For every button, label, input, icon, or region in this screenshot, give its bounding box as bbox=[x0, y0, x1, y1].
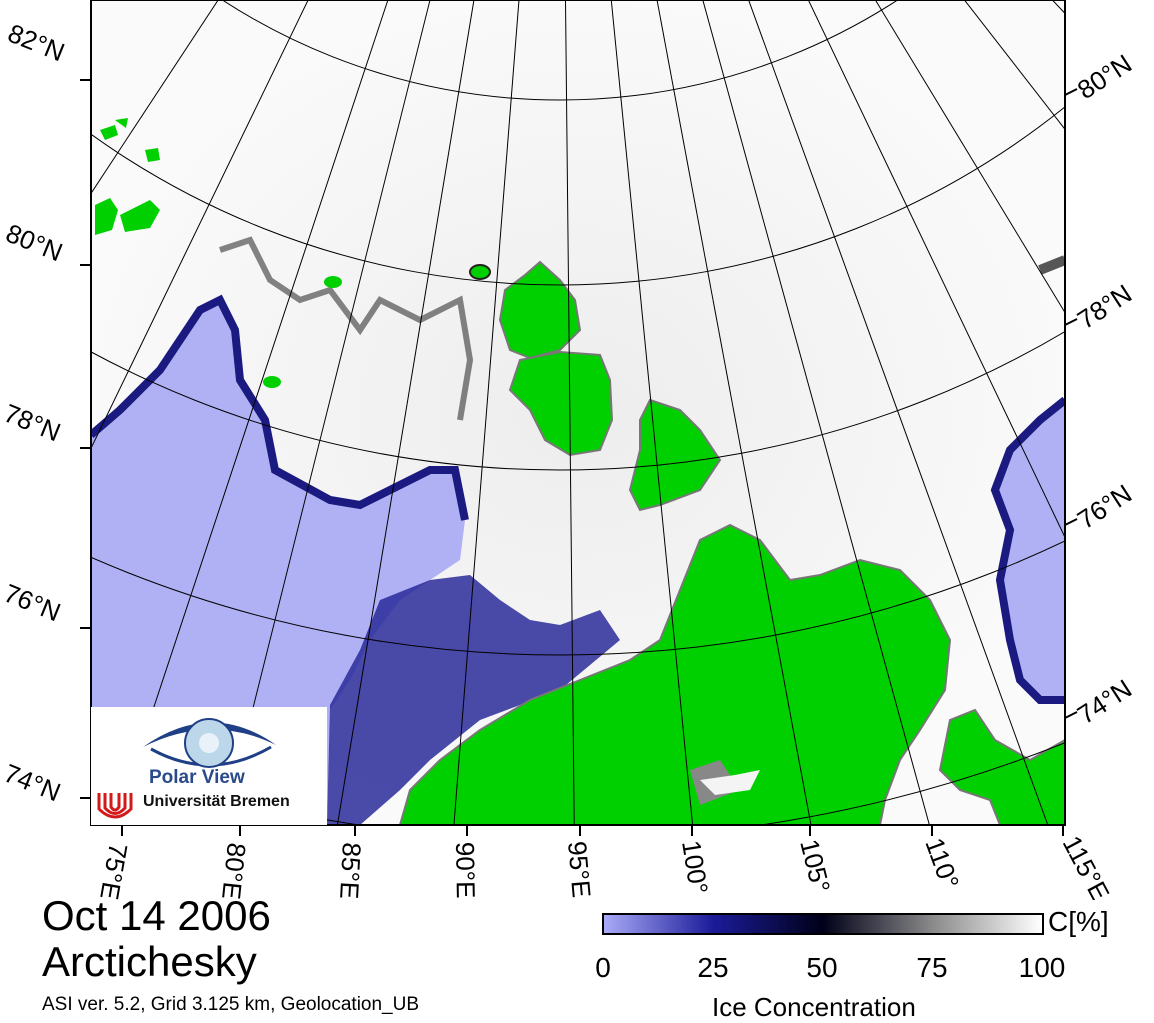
lat-label-right: 74°N bbox=[1072, 673, 1137, 730]
colorbar-tick: 25 bbox=[697, 952, 729, 983]
land-taymyr-peninsula bbox=[398, 523, 952, 825]
metadata-label: ASI ver. 5.2, Grid 3.125 km, Geolocation… bbox=[42, 994, 420, 1015]
latitude-lines bbox=[91, 0, 1065, 825]
lon-label: 80°E bbox=[216, 841, 252, 900]
lon-label: 100° bbox=[676, 838, 714, 896]
logo-university: Universität Bremen bbox=[143, 793, 290, 810]
colorbar-tick: 0 bbox=[595, 952, 611, 983]
open-water-kara-sea bbox=[91, 300, 465, 825]
ice-edge-east bbox=[990, 396, 1065, 704]
colorbar-title: Ice Concentration bbox=[712, 992, 916, 1022]
lon-label: 90°E bbox=[450, 842, 481, 899]
land-franz-josef bbox=[95, 118, 160, 235]
lat-label-left: 82°N bbox=[4, 18, 69, 68]
colorbar bbox=[602, 913, 1044, 935]
marginal-ice-west bbox=[327, 575, 620, 825]
land-islet bbox=[469, 264, 491, 280]
eye-icon bbox=[143, 718, 276, 768]
colorbar-unit: C[%] bbox=[1048, 906, 1109, 937]
lat-label-left: 76°N bbox=[0, 578, 65, 628]
colorbar-tick: 75 bbox=[916, 952, 948, 983]
lon-label: 105° bbox=[794, 836, 836, 895]
lat-label-right: 76°N bbox=[1072, 478, 1137, 535]
ice-edge-west bbox=[91, 294, 469, 521]
region-label: Arctichesky bbox=[42, 938, 257, 985]
lon-label: 85°E bbox=[334, 842, 367, 900]
land-severnaya-zemlya-mid bbox=[508, 350, 614, 457]
lon-label: 115°E bbox=[1057, 831, 1116, 900]
polar-view-logo: Polar View Universität Bremen bbox=[91, 707, 327, 825]
logo-title: Polar View bbox=[149, 767, 245, 788]
map-border bbox=[90, 0, 1066, 826]
land-severnaya-zemlya-south bbox=[628, 398, 722, 512]
map-frame: 82°N 80°N 78°N 76°N 74°N 80°N 78°N 76°N … bbox=[0, 0, 1137, 900]
land-mainland-east bbox=[938, 708, 1065, 825]
lon-label: 95°E bbox=[562, 840, 597, 899]
colorbar-tick: 50 bbox=[806, 952, 838, 983]
lat-label-left: 74°N bbox=[0, 758, 65, 808]
longitude-lines bbox=[91, 0, 1065, 825]
lat-label-right: 78°N bbox=[1072, 278, 1137, 335]
lon-label: 110° bbox=[919, 834, 965, 893]
lat-label-right: 80°N bbox=[1072, 48, 1137, 105]
open-water-laptev-sea bbox=[995, 400, 1065, 700]
lat-label-left: 80°N bbox=[2, 218, 67, 268]
university-bremen-icon bbox=[97, 793, 133, 819]
date-label: Oct 14 2006 bbox=[42, 892, 271, 939]
colorbar-tick: 100 bbox=[1018, 952, 1066, 983]
lat-label-left: 78°N bbox=[0, 398, 65, 448]
